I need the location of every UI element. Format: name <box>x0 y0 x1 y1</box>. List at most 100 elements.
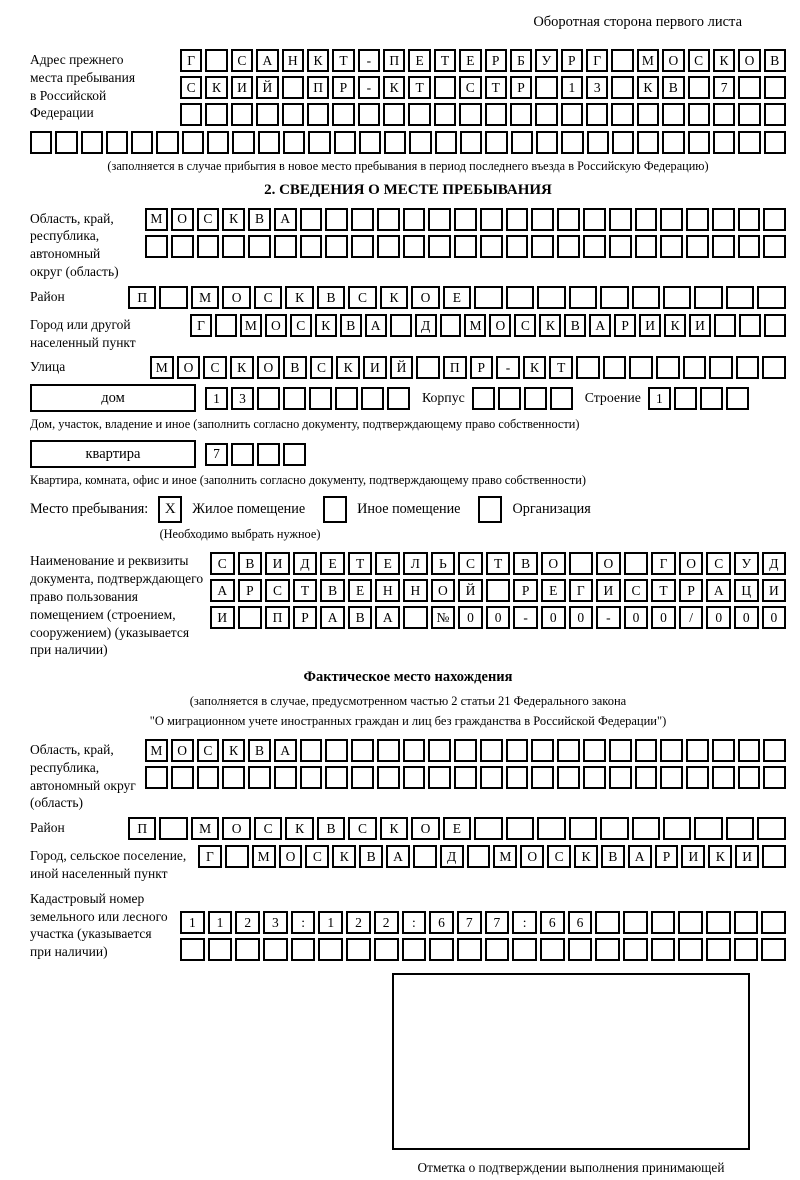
form-cell[interactable] <box>583 207 606 231</box>
form-cell[interactable]: О <box>738 49 761 72</box>
form-cell[interactable] <box>660 234 684 258</box>
form-cell[interactable] <box>763 234 787 258</box>
form-cell[interactable]: 1 <box>180 910 205 934</box>
form-cell[interactable]: М <box>190 817 220 841</box>
form-cell[interactable]: Ц <box>733 579 759 603</box>
form-cell[interactable]: Р <box>678 579 704 603</box>
form-cell[interactable]: С <box>180 76 203 99</box>
form-cell[interactable] <box>560 103 583 126</box>
form-cell[interactable]: К <box>539 313 562 337</box>
form-cell[interactable]: М <box>145 207 168 231</box>
form-cell[interactable] <box>159 285 188 309</box>
form-cell[interactable] <box>686 738 709 762</box>
form-cell[interactable]: В <box>316 285 346 309</box>
form-cell[interactable] <box>611 103 634 126</box>
form-cell[interactable] <box>357 103 380 126</box>
form-cell[interactable] <box>456 937 482 961</box>
form-cell[interactable] <box>733 937 759 961</box>
form-cell[interactable] <box>510 131 533 154</box>
form-cell[interactable]: К <box>336 356 360 380</box>
form-cell[interactable]: В <box>513 552 538 576</box>
form-cell[interactable] <box>611 76 634 99</box>
form-cell[interactable] <box>762 356 786 380</box>
form-cell[interactable] <box>763 103 786 126</box>
form-cell[interactable] <box>306 103 330 126</box>
form-cell[interactable] <box>376 234 400 258</box>
form-cell[interactable] <box>230 103 254 126</box>
form-cell[interactable]: К <box>636 76 660 99</box>
form-cell[interactable] <box>479 765 503 789</box>
form-cell[interactable]: О <box>176 356 201 380</box>
form-cell[interactable] <box>600 817 629 841</box>
form-cell[interactable]: А <box>589 313 612 337</box>
form-cell[interactable]: К <box>314 313 337 337</box>
form-cell[interactable]: О <box>170 738 194 762</box>
form-cell[interactable]: П <box>128 285 157 309</box>
form-cell[interactable] <box>373 937 399 961</box>
form-cell[interactable] <box>428 234 452 258</box>
form-cell[interactable] <box>231 442 254 466</box>
form-cell[interactable]: М <box>150 356 174 380</box>
form-cell[interactable] <box>454 765 477 789</box>
form-cell[interactable]: Е <box>442 285 472 309</box>
form-cell[interactable]: В <box>320 579 345 603</box>
form-cell[interactable]: Т <box>347 552 373 576</box>
form-cell[interactable] <box>636 103 660 126</box>
form-cell[interactable] <box>309 386 332 410</box>
form-cell[interactable]: - <box>596 606 621 630</box>
stay-type-checkbox-organization[interactable] <box>478 495 503 523</box>
form-cell[interactable]: Р <box>469 356 494 380</box>
form-cell[interactable] <box>466 845 491 869</box>
form-cell[interactable]: И <box>265 552 290 576</box>
form-cell[interactable]: П <box>128 817 157 841</box>
form-cell[interactable]: М <box>145 738 168 762</box>
form-cell[interactable] <box>557 765 581 789</box>
form-cell[interactable]: С <box>305 845 330 869</box>
form-cell[interactable] <box>454 234 477 258</box>
form-cell[interactable] <box>428 207 452 231</box>
form-cell[interactable]: Т <box>484 76 507 99</box>
form-cell[interactable] <box>224 845 249 869</box>
form-cell[interactable]: С <box>547 845 572 869</box>
form-cell[interactable]: В <box>763 49 786 72</box>
form-cell[interactable]: А <box>706 579 731 603</box>
form-cell[interactable] <box>725 386 749 410</box>
form-cell[interactable] <box>383 103 406 126</box>
form-cell[interactable]: 0 <box>540 606 566 630</box>
form-cell[interactable] <box>711 207 735 231</box>
form-cell[interactable]: В <box>316 817 346 841</box>
form-cell[interactable] <box>673 386 697 410</box>
form-cell[interactable] <box>763 738 787 762</box>
form-cell[interactable] <box>655 356 680 380</box>
form-cell[interactable] <box>505 234 529 258</box>
form-cell[interactable] <box>531 738 555 762</box>
form-cell[interactable] <box>346 937 371 961</box>
form-cell[interactable] <box>711 234 735 258</box>
form-cell[interactable]: М <box>464 313 487 337</box>
form-cell[interactable]: К <box>379 817 409 841</box>
form-cell[interactable] <box>376 207 400 231</box>
form-cell[interactable]: Т <box>485 552 511 576</box>
form-cell[interactable] <box>207 131 230 154</box>
form-cell[interactable]: К <box>664 313 687 337</box>
form-cell[interactable] <box>602 356 627 380</box>
form-cell[interactable]: 2 <box>346 910 371 934</box>
form-cell[interactable]: П <box>265 606 290 630</box>
form-cell[interactable] <box>687 103 710 126</box>
form-cell[interactable]: О <box>411 285 440 309</box>
form-cell[interactable] <box>608 765 632 789</box>
form-cell[interactable]: Е <box>442 817 472 841</box>
form-cell[interactable] <box>561 131 584 154</box>
form-cell[interactable] <box>634 765 658 789</box>
form-cell[interactable] <box>586 103 609 126</box>
form-cell[interactable] <box>429 937 454 961</box>
form-cell[interactable] <box>709 356 733 380</box>
form-cell[interactable]: В <box>248 738 271 762</box>
form-cell[interactable] <box>725 285 755 309</box>
form-cell[interactable]: И <box>363 356 387 380</box>
form-cell[interactable] <box>402 765 426 789</box>
form-cell[interactable]: К <box>285 285 314 309</box>
form-cell[interactable] <box>205 49 228 72</box>
form-cell[interactable]: 2 <box>373 910 399 934</box>
form-cell[interactable]: С <box>348 285 377 309</box>
